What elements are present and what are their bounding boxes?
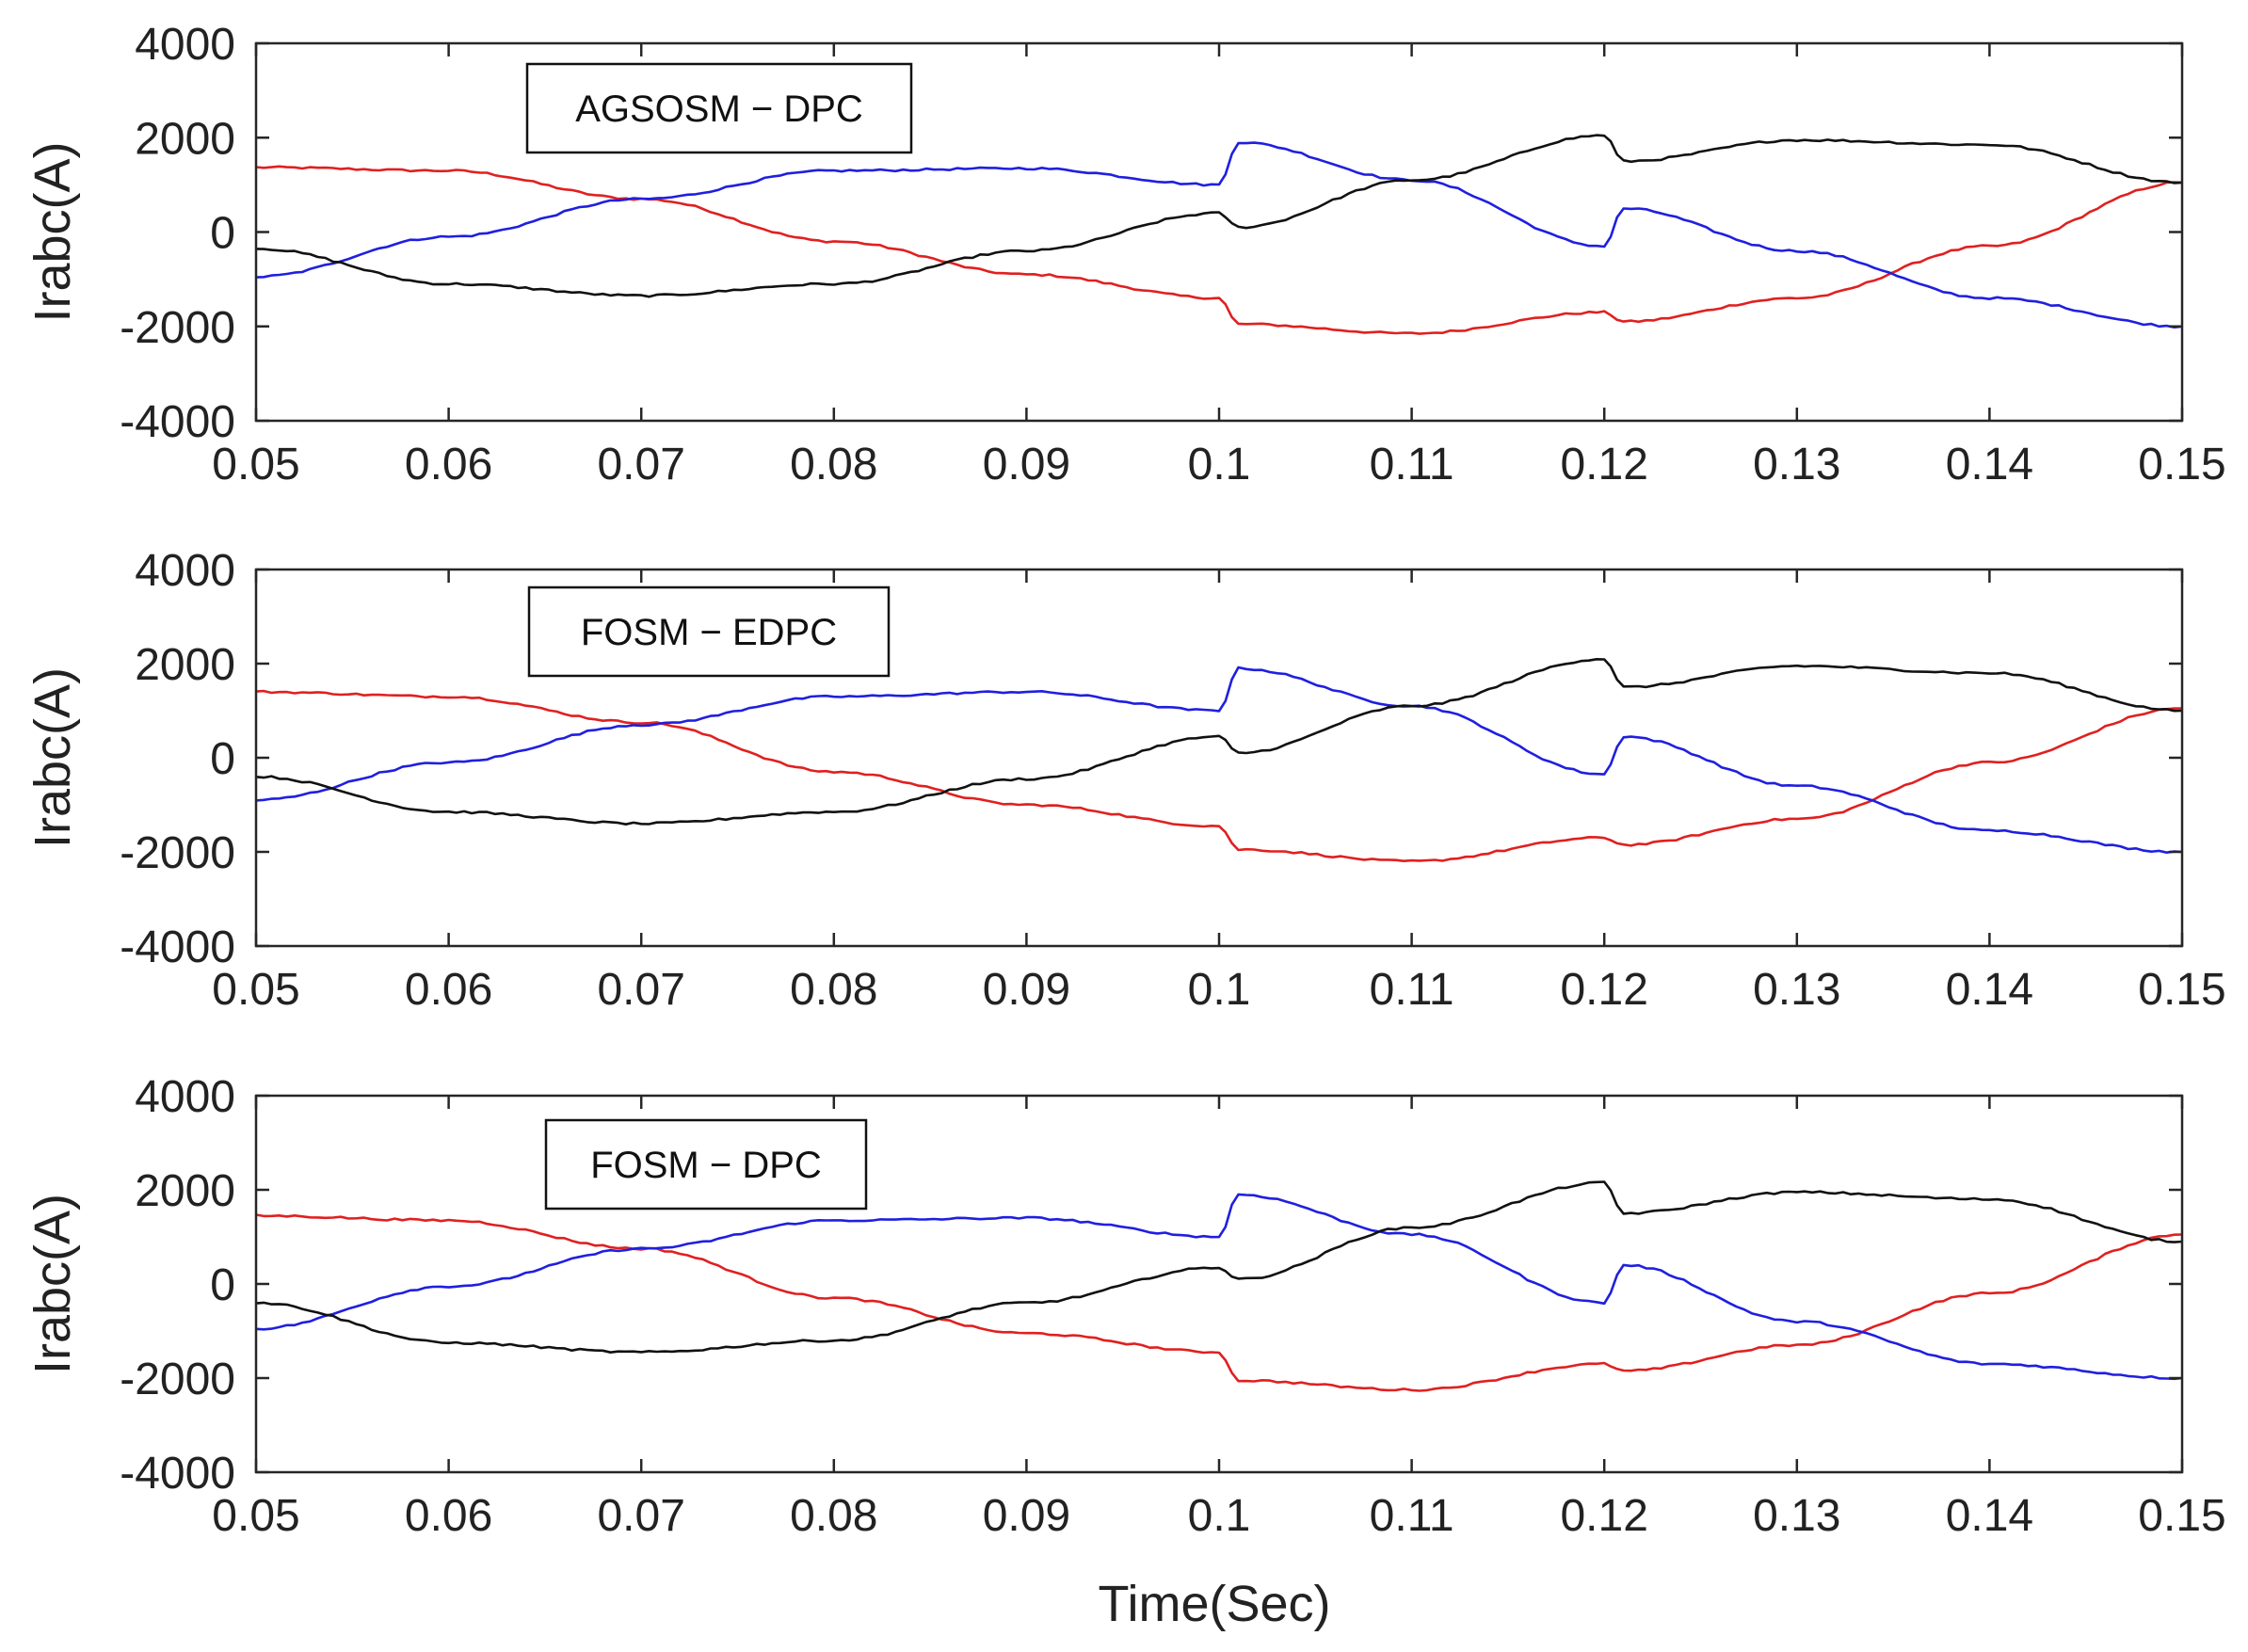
legend: AGSOSM − DPC <box>525 62 913 154</box>
y-axis-label: Irabc(A) <box>24 141 81 322</box>
x-tick-label: 0.06 <box>405 1491 492 1541</box>
x-axis-label: Time(Sec) <box>1098 1576 1330 1632</box>
series-line-phase-b <box>255 666 2183 854</box>
x-tick-label: 0.06 <box>405 965 492 1015</box>
x-tick-label: 0.14 <box>1946 440 2033 489</box>
x-tick-label: 0.06 <box>405 440 492 489</box>
x-tick-label: 0.11 <box>1370 965 1454 1015</box>
y-tick-label: 2000 <box>135 640 235 690</box>
x-tick-label: 0.05 <box>212 440 299 489</box>
y-tick-label: -4000 <box>120 922 235 972</box>
x-tick-label: 0.08 <box>790 440 877 489</box>
x-tick-label: 0.13 <box>1753 440 1840 489</box>
y-tick-label: -4000 <box>120 1449 235 1499</box>
legend-box <box>527 585 891 678</box>
y-axis-label: Irabc(A) <box>24 667 81 848</box>
series-line-phase-b <box>255 1193 2183 1381</box>
legend-box <box>544 1118 868 1211</box>
x-tick-label: 0.15 <box>2138 440 2225 489</box>
x-tick-label: 0.05 <box>212 1491 299 1541</box>
x-tick-label: 0.07 <box>597 440 684 489</box>
y-tick-label: 2000 <box>135 114 235 164</box>
series-line-phase-a <box>255 689 2183 862</box>
x-tick-label: 0.11 <box>1370 1491 1454 1541</box>
x-tick-label: 0.07 <box>597 1491 684 1541</box>
x-tick-label: 0.12 <box>1560 965 1647 1015</box>
x-tick-label: 0.07 <box>597 965 684 1015</box>
x-tick-label: 0.14 <box>1946 965 2033 1015</box>
series-line-phase-a <box>255 165 2183 335</box>
x-tick-label: 0.12 <box>1560 1491 1647 1541</box>
x-tick-label: 0.09 <box>983 1491 1070 1541</box>
x-tick-label: 0.11 <box>1370 440 1454 489</box>
series-line-phase-a <box>255 1213 2183 1392</box>
legend: FOSM − EDPC <box>527 585 891 678</box>
x-tick-label: 0.12 <box>1560 440 1647 489</box>
plot-fosm-dpc: 0.05 0.06 0.07 0.08 0.09 0.1 0.11 0.12 0.13 0.14 0… <box>24 1072 2226 1541</box>
y-tick-label: 4000 <box>135 546 235 596</box>
x-tick-label: 0.13 <box>1753 965 1840 1015</box>
legend-label: FOSM − EDPC <box>581 612 837 653</box>
x-tick-label: 0.05 <box>212 965 299 1015</box>
legend-label: AGSOSM − DPC <box>575 88 863 130</box>
series-line-phase-c <box>255 1180 2183 1354</box>
y-tick-label: 0 <box>210 209 235 259</box>
y-tick-label: 0 <box>210 734 235 784</box>
x-tick-label: 0.1 <box>1188 440 1251 489</box>
y-tick-label: -2000 <box>120 1355 235 1404</box>
x-tick-label: 0.09 <box>983 965 1070 1015</box>
y-tick-label: -2000 <box>120 303 235 353</box>
x-tick-label: 0.09 <box>983 440 1070 489</box>
y-tick-label: 4000 <box>135 1072 235 1122</box>
x-tick-label: 0.15 <box>2138 1491 2225 1541</box>
x-tick-label: 0.13 <box>1753 1491 1840 1541</box>
y-tick-label: -4000 <box>120 397 235 447</box>
x-tick-label: 0.15 <box>2138 965 2225 1015</box>
x-tick-label: 0.14 <box>1946 1491 2033 1541</box>
y-tick-label: 2000 <box>135 1166 235 1216</box>
y-tick-label: 0 <box>210 1260 235 1310</box>
x-tick-label: 0.08 <box>790 1491 877 1541</box>
y-tick-label: -2000 <box>120 828 235 878</box>
x-tick-label: 0.08 <box>790 965 877 1015</box>
legend-box <box>525 62 913 154</box>
plot-fosm-edpc: 0.05 0.06 0.07 0.08 0.09 0.1 0.11 0.12 0.13 0.14 0… <box>24 546 2226 1015</box>
y-tick-label: 4000 <box>135 20 235 70</box>
legend: FOSM − DPC <box>544 1118 868 1211</box>
x-tick-label: 0.1 <box>1188 1491 1251 1541</box>
series-line-phase-c <box>255 658 2183 826</box>
legend-label: FOSM − DPC <box>590 1145 822 1186</box>
y-axis-label: Irabc(A) <box>24 1194 81 1374</box>
series-line-phase-c <box>255 134 2183 298</box>
plot-agsosm-dpc: 0.05 0.06 0.07 0.08 0.09 0.1 0.11 0.12 0.13 0.14 0… <box>24 20 2226 489</box>
x-tick-label: 0.1 <box>1188 965 1251 1015</box>
series-line-phase-b <box>255 141 2183 329</box>
